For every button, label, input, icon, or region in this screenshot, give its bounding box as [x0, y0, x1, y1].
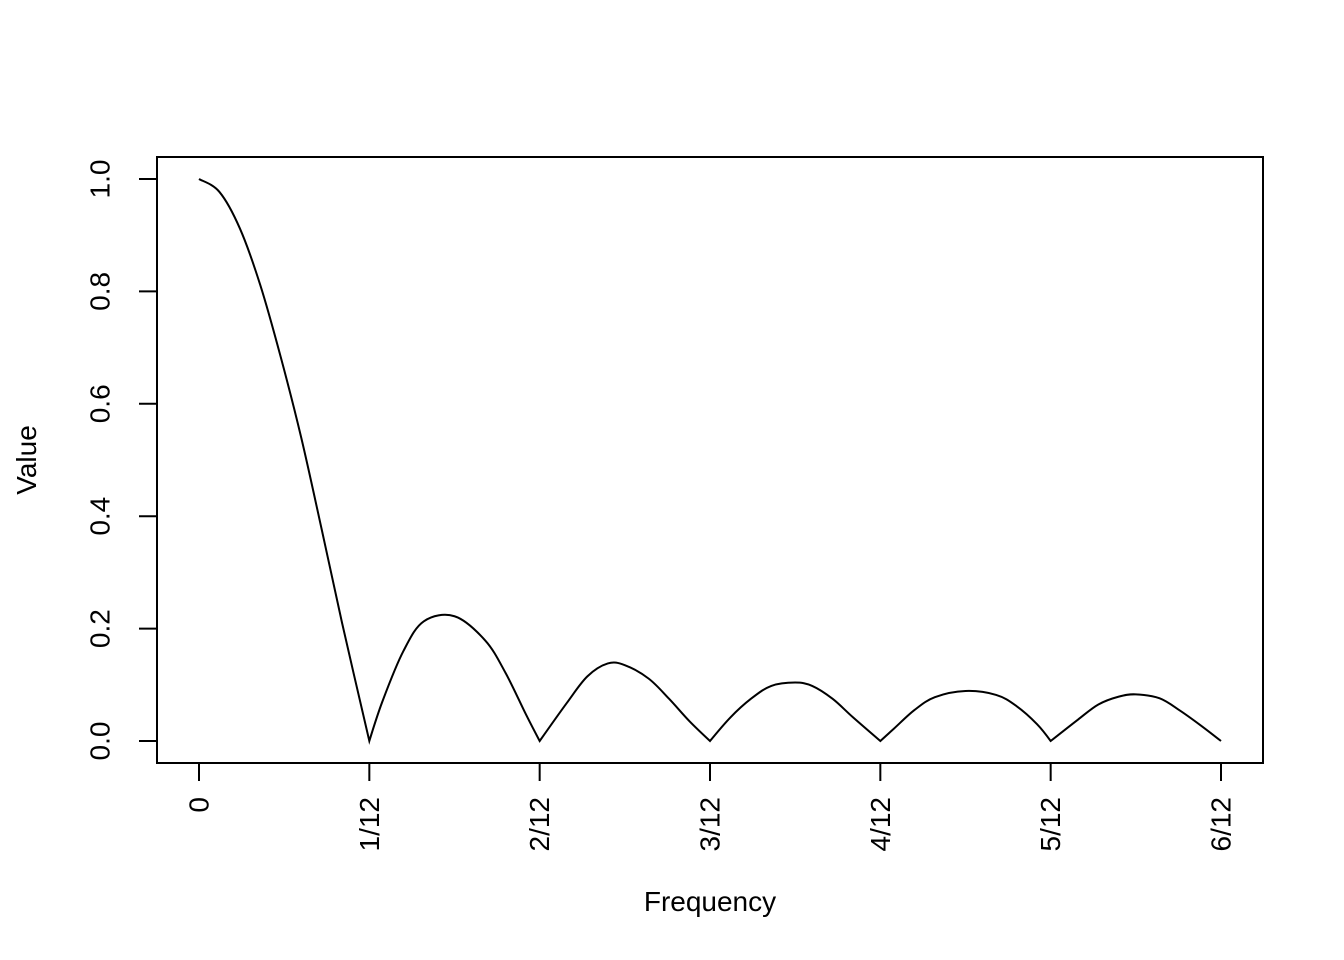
plot-frame: [156, 156, 1264, 764]
x-axis-label: Frequency: [644, 886, 776, 917]
series-layer: [198, 178, 1222, 745]
y-tick-label: 0.6: [85, 384, 116, 423]
x-tick-label: 3/12: [695, 797, 726, 852]
x-tick-label: 4/12: [865, 797, 896, 852]
x-tick-label: 2/12: [524, 797, 555, 852]
x-tick-label: 5/12: [1035, 797, 1066, 852]
y-axis-label: Value: [11, 425, 42, 495]
series-line: [198, 178, 1222, 745]
y-tick-label: 0.0: [85, 722, 116, 761]
y-axis: 0.0 0.2 0.4 0.6 0.8 1.0: [85, 160, 158, 761]
x-tick-label: 0: [184, 797, 215, 813]
y-tick-label: 0.4: [85, 497, 116, 536]
y-tick-label: 1.0: [85, 160, 116, 199]
x-axis: 0 1/12 2/12 3/12 4/12 5/12 6/12: [184, 762, 1237, 852]
y-tick-label: 0.8: [85, 272, 116, 311]
x-tick-label: 1/12: [354, 797, 385, 852]
x-tick-label: 6/12: [1206, 797, 1237, 852]
y-tick-label: 0.2: [85, 609, 116, 648]
